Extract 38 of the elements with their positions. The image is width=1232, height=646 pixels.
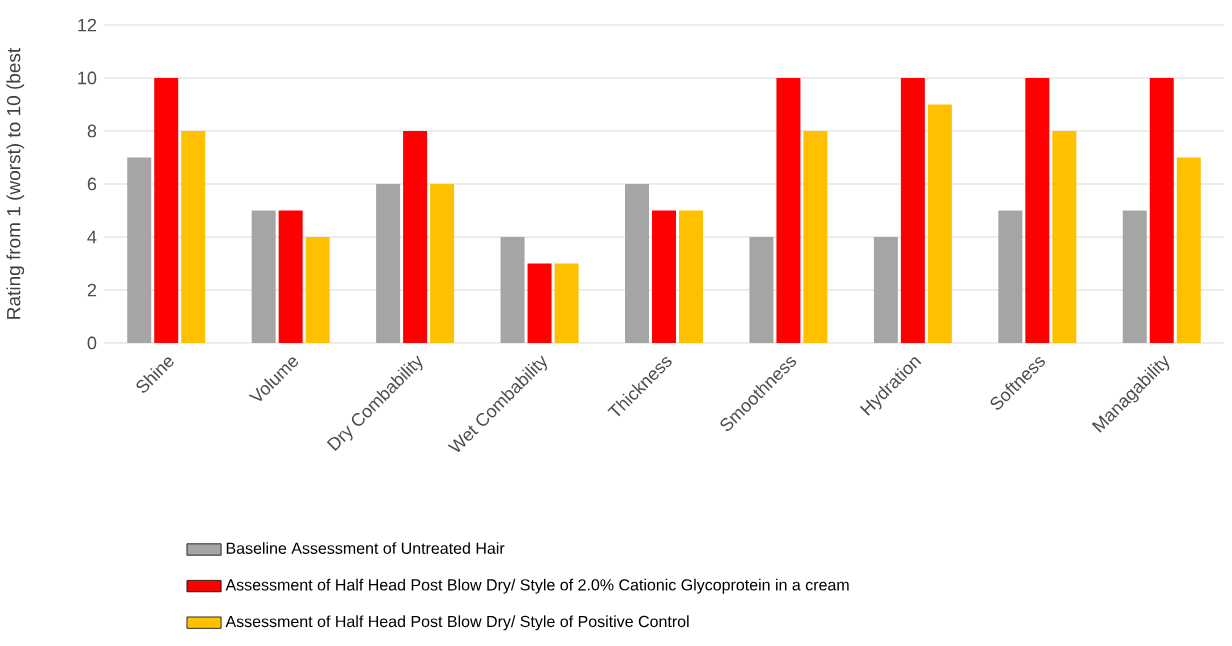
bar (927, 104, 952, 343)
bar (652, 210, 676, 343)
bar (776, 77, 801, 343)
bar (554, 263, 579, 343)
bar (527, 263, 552, 343)
bar (1176, 157, 1201, 343)
legend-label: Baseline Assessment of Untreated Hair (226, 542, 505, 554)
y-tick-label: 8 (87, 124, 97, 138)
bar (251, 210, 276, 343)
y-tick-label: 10 (78, 71, 97, 85)
bar (900, 77, 925, 343)
y-tick-label: 0 (87, 336, 97, 350)
bar (998, 210, 1023, 343)
bar (749, 236, 774, 343)
bar (376, 183, 401, 343)
bar (1052, 130, 1077, 343)
y-tick-label: 12 (78, 18, 97, 32)
bar (500, 236, 525, 343)
bar (430, 183, 455, 343)
y-axis-title: Rating from 1 (worst) to 10 (best (6, 47, 25, 319)
y-tick-label: 4 (87, 230, 97, 244)
bar (1149, 77, 1174, 343)
bar (278, 210, 303, 343)
bar (305, 236, 330, 343)
bar (403, 130, 428, 343)
bar (1025, 77, 1050, 343)
bar (181, 130, 206, 343)
bar (127, 157, 152, 343)
bar (679, 210, 703, 343)
bar (803, 130, 828, 343)
y-tick-label: 2 (87, 283, 97, 297)
bar (1122, 210, 1147, 343)
bar (154, 77, 179, 343)
legend-label: Assessment of Half Head Post Blow Dry/ Style of Positive Control (225, 615, 689, 631)
legend-label: Assessment of Half Head Post Blow Dry/ Style of 2.0% Cationic Glycoprotein in a cream (225, 578, 849, 594)
bar (624, 183, 649, 343)
y-tick-label: 6 (87, 177, 97, 191)
bar (873, 236, 898, 343)
